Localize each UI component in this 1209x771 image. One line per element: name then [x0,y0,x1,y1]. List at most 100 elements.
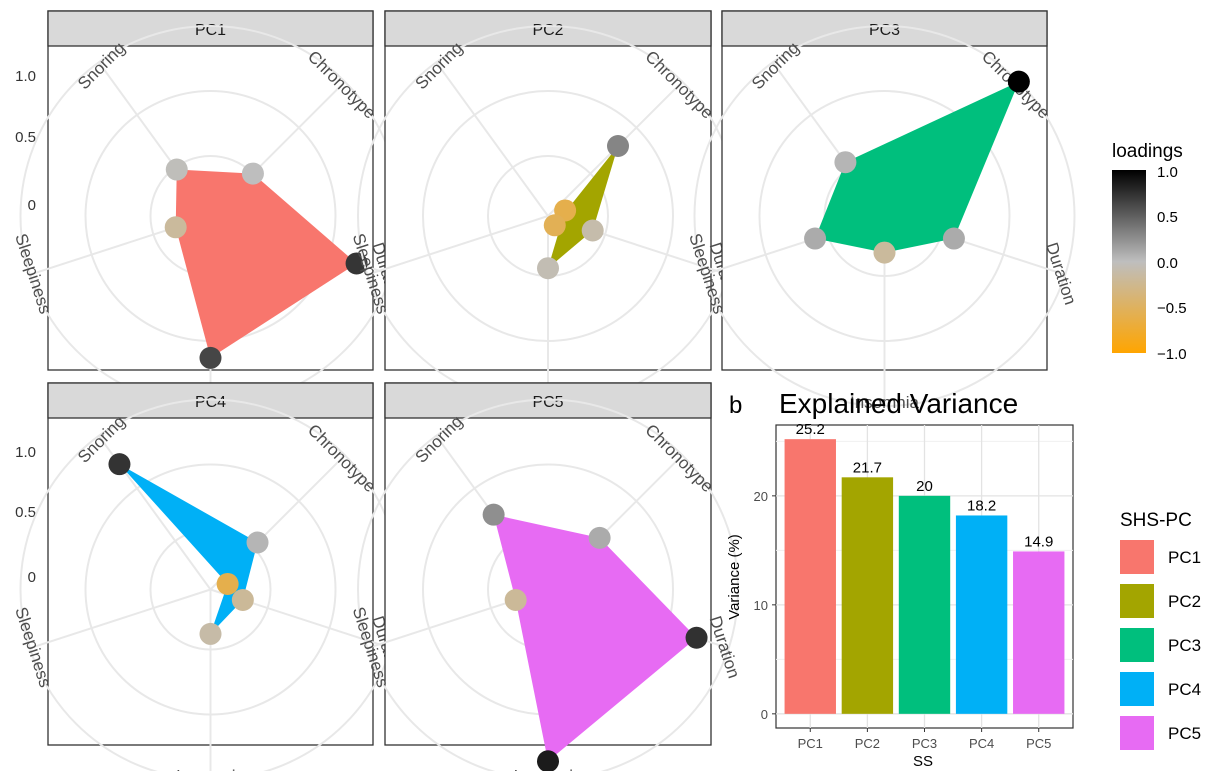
loading-point [241,162,264,185]
y-axis-label: Variance (%) [726,534,743,620]
radar-panel-pc2: PC2ChronotypeDurationInsomniaSleepinessS… [349,10,743,412]
x-axis-label: SS [913,753,933,770]
x-tick-label: PC4 [969,736,994,751]
radial-axis-ticks-row2: 1.0 0.5 0 [15,444,36,586]
bar-value-label: 21.7 [853,459,882,476]
radar-area [119,464,258,634]
bar-pc2 [841,477,894,714]
loading-point [804,227,827,250]
bar-pc4 [955,515,1008,714]
legend-label: PC3 [1168,636,1201,655]
legend-label: PC5 [1168,724,1201,743]
panel-strip [47,10,374,47]
legend-label: PC4 [1168,680,1201,699]
loading-point [165,158,188,181]
panel-strip-label: PC5 [532,394,563,411]
radial-tick: 0 [28,197,36,214]
radar-grid-circle [357,398,739,771]
loadings-legend-title: loadings [1112,141,1183,162]
loading-point [108,453,131,476]
radar-axis-label: Insomnia [176,767,246,771]
legend-swatch [1120,716,1154,750]
radar-area [548,145,619,269]
panel-strip [721,10,1048,47]
radial-axis-ticks-row1: 1.0 0.5 0 [15,68,36,214]
loading-point [537,750,559,771]
loading-point [164,216,187,239]
loadings-colorbar [1112,170,1146,353]
panel-strip-label: PC1 [195,22,226,39]
radial-tick: 0.5 [15,129,36,146]
loading-point [588,526,611,549]
loading-point [482,503,505,526]
legend-label: PC1 [1168,548,1201,567]
bar-value-label: 14.9 [1024,533,1053,550]
axis-ticks: 0 10 20 PC1 PC2 PC3 PC4 PC5 [754,489,1052,751]
y-tick-label: 10 [754,598,768,613]
loading-point [607,134,630,157]
loading-point [231,589,254,612]
y-tick-label: 20 [754,489,768,504]
radar-panel-pc5: PC5ChronotypeDurationInsomniaSleepinessS… [349,382,743,771]
panel-strip [384,10,712,47]
loadings-tick: −1.0 [1157,346,1187,363]
bar-pc3 [898,495,951,714]
loading-point [1007,70,1030,93]
x-tick-label: PC5 [1026,736,1051,751]
panel-label-b: b [729,392,742,419]
loadings-tick: −0.5 [1157,300,1187,317]
radar-spoke [29,588,211,650]
chart-title: Explained Variance [779,388,1018,419]
radar-area [175,169,357,358]
radar-panel-pc4: PC4ChronotypeDurationInsomniaSleepinessS… [11,382,406,771]
shs-pc-legend-title: SHS-PC [1120,510,1192,531]
x-tick-label: PC2 [855,736,880,751]
loading-point [537,257,559,280]
bar-pc1 [784,439,836,714]
legend-label: PC2 [1168,592,1201,611]
radial-tick: 1.0 [15,68,36,85]
x-tick-label: PC3 [912,736,937,751]
bar-value-label: 20 [916,478,933,495]
radar-spoke [435,61,549,217]
bars: 25.2 21.7 20 18.2 14.9 [784,421,1065,714]
radial-tick: 0 [28,569,36,586]
radar-panels: PC1ChronotypeDurationInsomniaSleepinessS… [11,10,1080,771]
loading-point [246,531,269,554]
loading-point [685,626,708,649]
radial-tick: 1.0 [15,444,36,461]
panel-strip-label: PC4 [195,394,226,411]
loading-point [199,622,222,645]
y-tick-label: 0 [761,707,768,722]
radar-area [493,514,697,762]
bar-pc5 [1013,551,1065,714]
legend-swatch [1120,584,1154,618]
panel-strip-label: PC2 [532,22,563,39]
loading-point [834,151,857,174]
radar-area [815,81,1019,253]
loading-point [543,214,566,237]
loading-point [504,589,527,612]
radar-panel-pc3: PC3ChronotypeDurationInsomniaSleepinessS… [685,10,1080,412]
radar-panel-pc1: PC1ChronotypeDurationInsomniaSleepinessS… [11,10,406,412]
loadings-legend: loadings 1.0 0.5 0.0 −0.5 −1.0 [1112,141,1187,363]
legend-swatch [1120,672,1154,706]
loading-point [581,219,604,242]
radar-axis-label: Duration [1042,240,1080,307]
bar-value-label: 25.2 [796,421,825,438]
loading-point [873,241,896,264]
variance-chart: b Explained Variance Variance (%) SS 25.… [726,388,1074,770]
radar-spoke [366,215,549,276]
shs-pc-legend: SHS-PC PC1 PC2 PC3 PC4 PC5 [1120,510,1201,750]
radar-axis-label: Insomnia [850,393,920,412]
loadings-tick: 1.0 [1157,164,1178,181]
loading-point [216,572,239,595]
panel-strip-label: PC3 [869,22,900,39]
loadings-tick: 0.0 [1157,255,1178,272]
loading-point [199,346,222,369]
radial-tick: 0.5 [15,504,36,521]
x-tick-label: PC1 [798,736,823,751]
loadings-tick: 0.5 [1157,209,1178,226]
bar-value-label: 18.2 [967,497,996,514]
